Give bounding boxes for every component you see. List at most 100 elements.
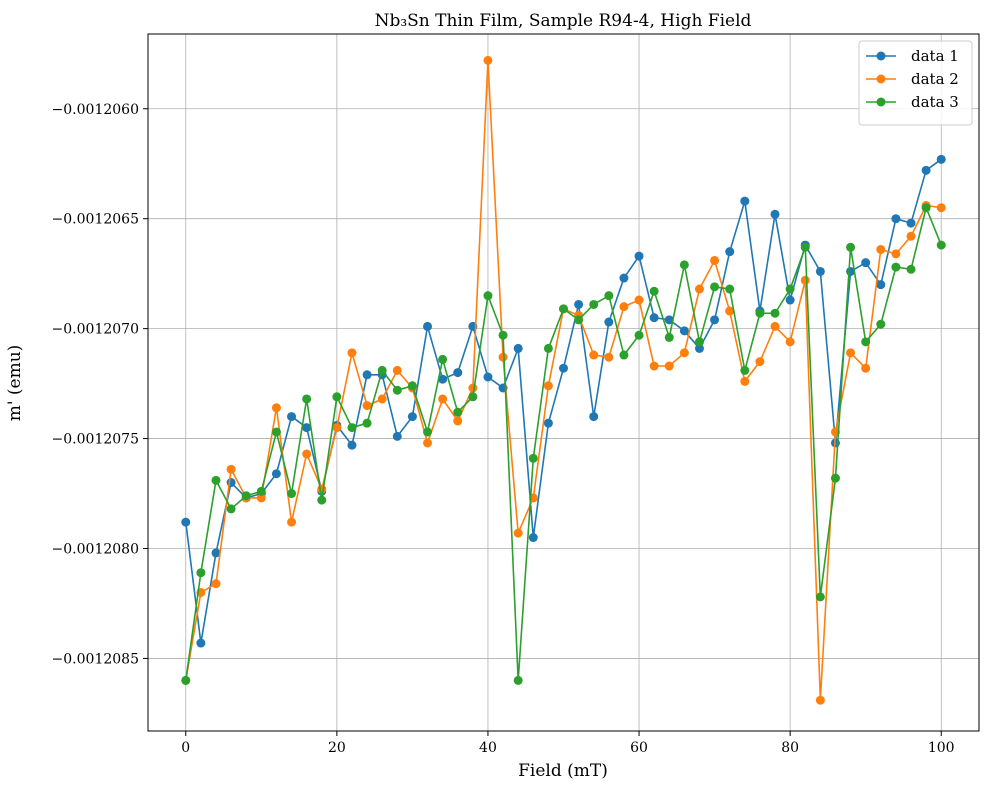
data-point bbox=[906, 218, 916, 228]
data-point bbox=[513, 343, 523, 353]
data-point bbox=[770, 308, 780, 318]
data-point bbox=[211, 579, 221, 589]
data-point bbox=[755, 308, 765, 318]
legend-marker bbox=[876, 97, 886, 107]
data-point bbox=[725, 247, 735, 257]
data-point bbox=[332, 392, 342, 402]
data-point bbox=[679, 260, 689, 270]
data-point bbox=[906, 231, 916, 241]
data-point bbox=[634, 330, 644, 340]
data-point bbox=[498, 330, 508, 340]
series-group bbox=[181, 55, 946, 705]
data-point bbox=[256, 486, 266, 496]
data-point bbox=[770, 209, 780, 219]
data-point bbox=[211, 548, 221, 558]
data-point bbox=[800, 242, 810, 252]
data-point bbox=[196, 568, 206, 578]
legend-label: data 1 bbox=[911, 47, 959, 65]
data-point bbox=[453, 407, 463, 417]
x-tick-label: 20 bbox=[328, 740, 346, 756]
x-tick-label: 40 bbox=[479, 740, 497, 756]
data-point bbox=[710, 315, 720, 325]
data-point bbox=[302, 449, 312, 459]
x-tick-label: 100 bbox=[928, 740, 955, 756]
data-point bbox=[619, 302, 629, 312]
data-point bbox=[423, 438, 433, 448]
data-point bbox=[861, 258, 871, 268]
legend-item: data 2 bbox=[866, 70, 959, 88]
legend-item: data 3 bbox=[866, 93, 959, 111]
data-point bbox=[649, 313, 659, 323]
y-tick-label: −0.0012085 bbox=[52, 651, 139, 667]
data-point bbox=[181, 517, 191, 527]
data-point bbox=[226, 504, 236, 514]
data-point bbox=[785, 284, 795, 294]
data-point bbox=[725, 284, 735, 294]
data-point bbox=[634, 251, 644, 261]
data-point bbox=[604, 317, 614, 327]
data-point bbox=[921, 203, 931, 213]
data-point bbox=[271, 469, 281, 479]
data-point bbox=[936, 203, 946, 213]
data-point bbox=[423, 321, 433, 331]
data-point bbox=[891, 249, 901, 259]
data-point bbox=[362, 401, 372, 411]
data-point bbox=[846, 242, 856, 252]
data-point bbox=[604, 291, 614, 301]
data-point bbox=[498, 352, 508, 362]
data-point bbox=[407, 381, 417, 391]
data-point bbox=[921, 165, 931, 175]
x-tick-label: 80 bbox=[781, 740, 799, 756]
y-tick-label: −0.0012060 bbox=[52, 102, 139, 118]
data-point bbox=[347, 423, 357, 433]
data-point bbox=[936, 240, 946, 250]
data-point bbox=[226, 464, 236, 474]
plot-frame bbox=[147, 33, 980, 732]
data-point bbox=[559, 304, 568, 314]
data-point bbox=[891, 214, 901, 224]
data-point bbox=[347, 440, 357, 450]
data-point bbox=[543, 343, 553, 353]
data-point bbox=[513, 528, 523, 538]
data-point bbox=[362, 370, 372, 380]
data-point bbox=[891, 262, 901, 272]
data-point bbox=[407, 412, 417, 422]
x-tick-label: 60 bbox=[630, 740, 648, 756]
data-point bbox=[755, 357, 765, 367]
data-point bbox=[271, 427, 281, 437]
data-point bbox=[664, 332, 674, 342]
data-point bbox=[785, 337, 795, 347]
data-point bbox=[332, 423, 342, 433]
data-point bbox=[619, 273, 629, 283]
data-point bbox=[694, 284, 704, 294]
data-point bbox=[664, 315, 674, 325]
data-point bbox=[543, 381, 553, 391]
data-point bbox=[740, 365, 750, 375]
data-point bbox=[317, 484, 327, 494]
data-point bbox=[468, 392, 478, 402]
data-point bbox=[196, 638, 206, 648]
data-point bbox=[302, 423, 312, 433]
data-point bbox=[619, 350, 629, 360]
data-point bbox=[740, 196, 750, 206]
legend-label: data 2 bbox=[911, 70, 959, 88]
data-point bbox=[710, 255, 720, 265]
data-point bbox=[438, 374, 448, 384]
data-point bbox=[815, 592, 825, 602]
data-point bbox=[392, 385, 402, 395]
y-axis-label: m' (emu) bbox=[5, 345, 25, 422]
data-point bbox=[528, 453, 538, 463]
x-axis-label: Field (mT) bbox=[518, 761, 608, 781]
x-ticks: 0 20 40 60 80 100 bbox=[181, 731, 955, 756]
data-point bbox=[559, 363, 568, 373]
data-point bbox=[256, 493, 266, 503]
data-point bbox=[589, 412, 599, 422]
y-tick-label: −0.0012080 bbox=[52, 542, 139, 558]
data-point bbox=[528, 533, 538, 543]
data-point bbox=[287, 489, 297, 499]
data-point bbox=[725, 306, 735, 316]
data-point bbox=[770, 321, 780, 331]
data-point bbox=[483, 372, 493, 382]
data-point bbox=[423, 427, 433, 437]
